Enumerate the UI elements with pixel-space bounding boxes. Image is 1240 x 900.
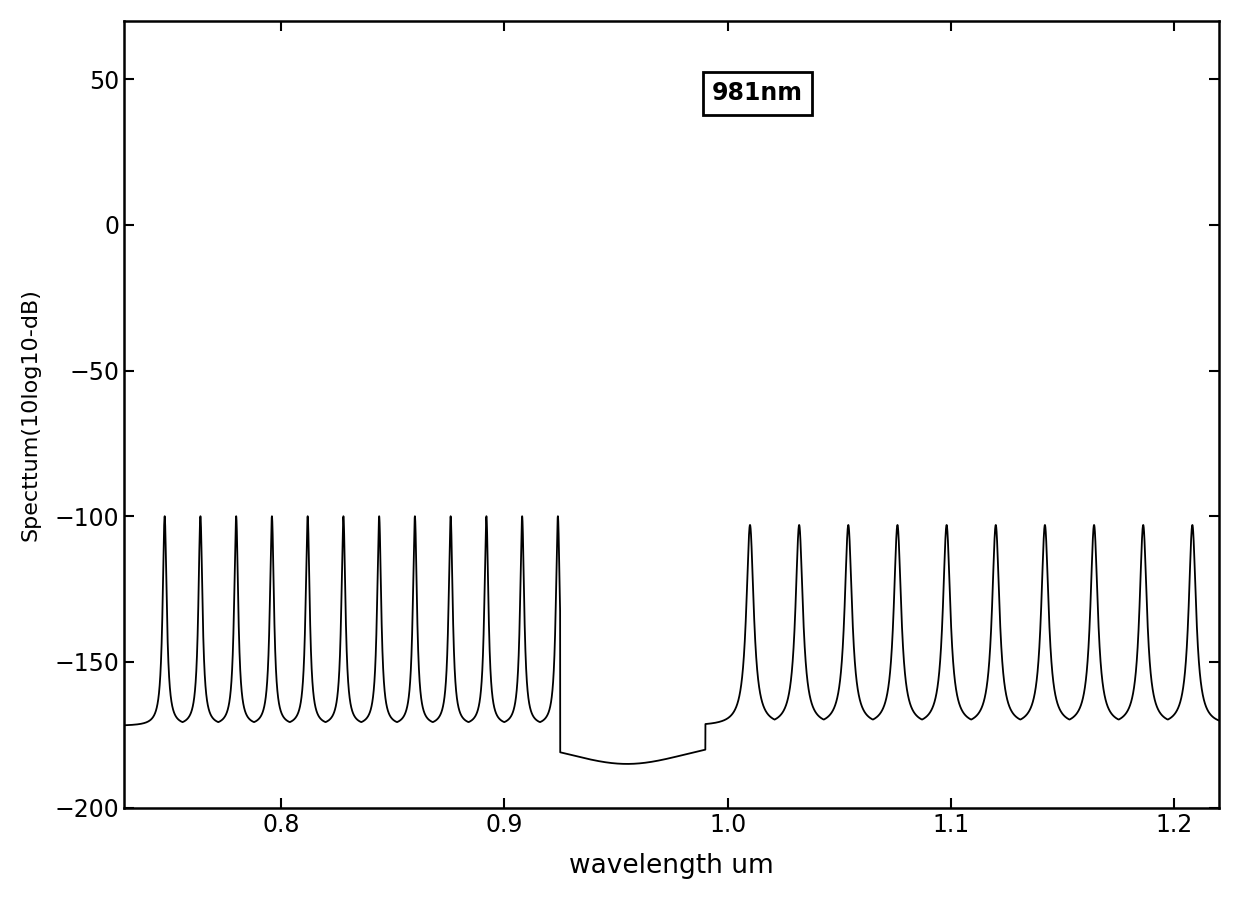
Text: 981nm: 981nm	[712, 81, 804, 105]
X-axis label: wavelength um: wavelength um	[569, 853, 774, 879]
Y-axis label: Specttum(10log10-dB): Specttum(10log10-dB)	[21, 288, 41, 541]
